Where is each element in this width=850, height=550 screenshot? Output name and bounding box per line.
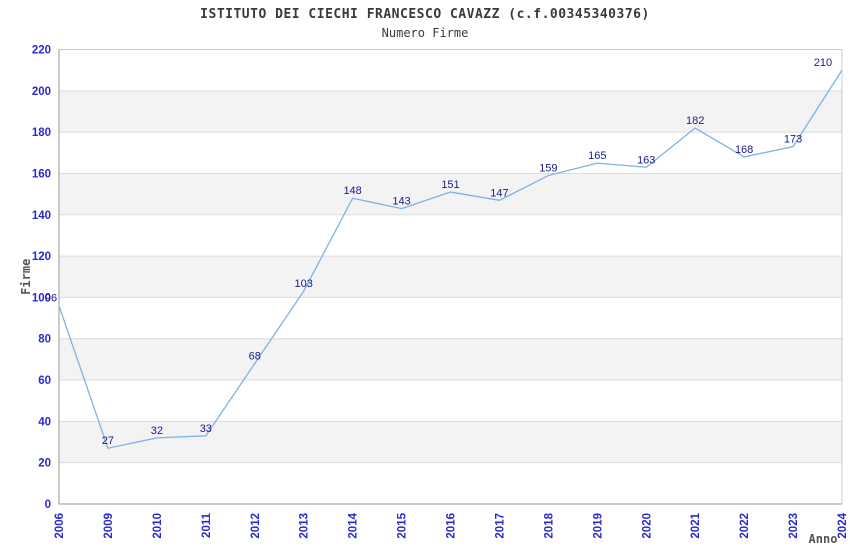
data-point-label: 159: [539, 163, 557, 175]
data-point-label: 103: [295, 278, 313, 290]
x-axis-tick-label: 2020: [641, 513, 653, 539]
plot-band: [59, 338, 842, 381]
x-axis-tick-label: 2021: [690, 512, 702, 538]
y-axis-tick-label: 160: [32, 168, 51, 180]
x-axis-tick-label: 2009: [103, 513, 115, 539]
x-axis-tick-label: 2018: [543, 512, 555, 538]
x-axis-tick-label: 2012: [250, 513, 262, 539]
data-point-label: 210: [814, 57, 832, 69]
x-axis-tick-label: 2015: [397, 512, 409, 538]
y-axis-tick-label: 20: [38, 458, 51, 470]
y-axis-tick-label: 100: [32, 292, 51, 304]
x-axis-tick-label: 2022: [739, 513, 751, 539]
x-axis-tick-label: 2019: [592, 513, 604, 539]
data-point-label: 168: [735, 144, 753, 156]
data-point-label: 165: [588, 150, 606, 162]
plot-band: [59, 90, 842, 133]
data-point-label: 151: [441, 179, 459, 191]
data-point-label: 33: [200, 423, 212, 435]
x-axis-tick-label: 2016: [446, 513, 458, 539]
y-axis-title: Firme: [19, 259, 33, 295]
data-point-label: 147: [490, 187, 508, 199]
series-line: [58, 69, 843, 449]
plot-band: [59, 256, 842, 298]
data-point-label: 27: [102, 435, 114, 447]
chart-subtitle: Numero Firme: [381, 26, 469, 40]
data-point-label: 68: [249, 351, 261, 363]
y-axis-tick-label: 180: [32, 127, 51, 139]
data-point-label: 163: [637, 154, 655, 166]
data-point-label: 173: [784, 134, 802, 146]
y-axis-tick-label: 140: [32, 210, 51, 222]
x-axis-title: Anno: [809, 532, 838, 546]
x-axis-tick-label: 2011: [201, 512, 213, 538]
y-axis-tick-label: 0: [45, 499, 51, 511]
y-axis-tick-label: 220: [32, 45, 51, 57]
chart-title: ISTITUTO DEI CIECHI FRANCESCO CAVAZZ (c.…: [200, 7, 650, 22]
x-axis-tick-label: 2017: [494, 513, 506, 539]
data-point-label: 143: [392, 196, 410, 208]
data-point-label: 32: [151, 425, 163, 437]
plot-band: [59, 173, 842, 215]
y-axis-tick-label: 60: [38, 375, 51, 387]
data-point-label: 148: [343, 185, 361, 197]
x-axis-tick-label: 2010: [152, 513, 164, 539]
x-axis-tick-label: 2023: [788, 513, 800, 539]
y-axis-tick-label: 120: [32, 251, 51, 263]
y-axis-tick-label: 200: [32, 86, 51, 98]
x-axis-tick-label: 2014: [348, 512, 360, 538]
x-axis-tick-label: 2024: [837, 512, 849, 538]
x-axis-tick-label: 2013: [299, 513, 311, 539]
y-axis-tick-label: 40: [38, 416, 51, 428]
y-axis-tick-label: 80: [38, 334, 51, 346]
data-point-label: 96: [45, 293, 57, 305]
plot-band: [59, 421, 842, 463]
data-point-label: 182: [686, 115, 704, 127]
x-axis-tick-label: 2006: [54, 513, 66, 539]
